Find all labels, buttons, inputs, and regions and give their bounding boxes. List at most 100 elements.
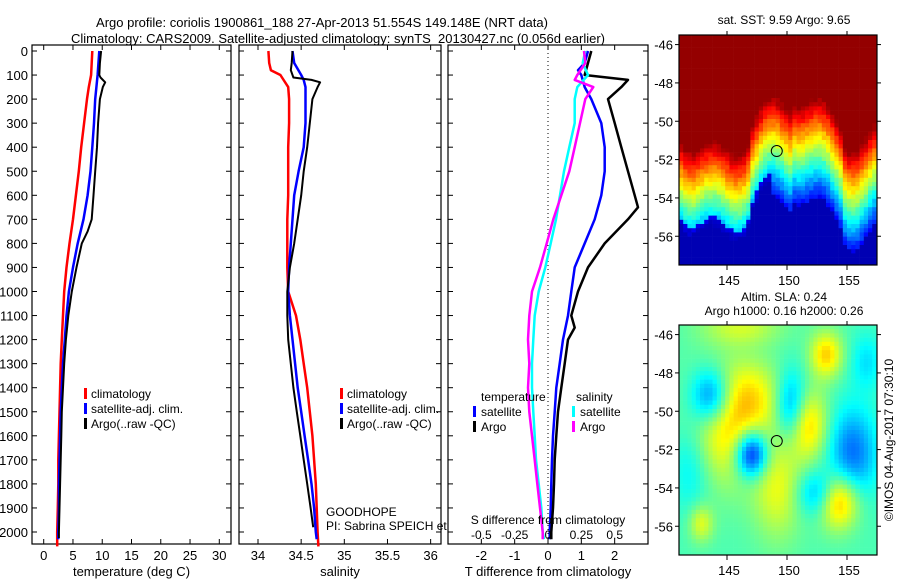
heatmap-cell <box>737 219 743 225</box>
heatmap-cell <box>725 135 730 141</box>
heatmap-cell <box>763 228 768 233</box>
legend-label: Argo(..raw -QC) <box>91 417 176 431</box>
heatmap-cell <box>800 93 806 99</box>
heatmap-cell <box>834 240 839 246</box>
heatmap-cell <box>767 169 772 174</box>
s-diff-tick-label: 0.5 <box>606 528 623 542</box>
heatmap-cell <box>712 417 718 422</box>
heatmap-cell <box>796 60 802 65</box>
heatmap-cell <box>746 480 751 485</box>
heatmap-cell <box>855 446 860 452</box>
heatmap-cell <box>796 228 802 233</box>
heatmap-cell <box>792 438 797 443</box>
heatmap-cell <box>771 257 776 263</box>
heatmap-cell <box>716 135 722 141</box>
heatmap-cell <box>729 127 734 132</box>
heatmap-cell <box>763 51 768 57</box>
heatmap-cell <box>691 354 697 359</box>
heatmap-cell <box>859 81 865 86</box>
heatmap-cell <box>813 190 818 195</box>
heatmap-cell <box>813 476 818 481</box>
heatmap-cell <box>847 451 852 456</box>
legend-label: satellite-adj. clim. <box>91 402 183 416</box>
heatmap-cell <box>754 219 760 225</box>
heatmap-cell <box>784 240 789 246</box>
heatmap-cell <box>716 455 722 460</box>
heatmap-cell <box>868 182 873 187</box>
heatmap-cell <box>683 219 688 225</box>
heatmap-cell <box>830 140 835 145</box>
heatmap-cell <box>784 409 789 414</box>
heatmap-cell <box>737 388 743 393</box>
heatmap-cell <box>750 114 755 120</box>
heatmap-cell <box>725 459 730 464</box>
heatmap-cell <box>763 438 768 443</box>
heatmap-cell <box>809 337 814 343</box>
heatmap-cell <box>742 329 747 334</box>
heatmap-cell <box>796 446 802 452</box>
heatmap-cell <box>792 228 797 233</box>
heatmap-cell <box>834 110 839 116</box>
heatmap-cell <box>834 203 839 208</box>
heatmap-cell <box>855 173 860 179</box>
heatmap-cell <box>725 177 730 183</box>
legend-label: climatology <box>91 387 151 401</box>
heatmap-cell <box>775 463 781 469</box>
heatmap-cell <box>817 219 823 225</box>
heatmap-cell <box>855 325 860 330</box>
heatmap-cell <box>834 325 839 330</box>
heatmap-cell <box>767 228 772 233</box>
heatmap-cell <box>788 232 793 237</box>
heatmap-cell <box>859 156 865 162</box>
heatmap-cell <box>821 362 827 368</box>
heatmap-cell <box>821 488 827 494</box>
heatmap-cell <box>695 472 701 477</box>
heatmap-cell <box>817 404 823 410</box>
heatmap-cell <box>863 72 869 78</box>
heatmap-cell <box>683 186 688 191</box>
heatmap-cell <box>746 123 751 128</box>
heatmap-cell <box>758 77 764 82</box>
heatmap-cell <box>796 451 802 456</box>
heatmap-cell <box>834 253 839 258</box>
heatmap-cell <box>817 497 823 502</box>
heatmap-cell <box>742 102 747 107</box>
heatmap-cell <box>809 413 814 418</box>
heatmap-cell <box>842 123 848 128</box>
heatmap-cell <box>771 438 776 443</box>
heatmap-cell <box>695 81 701 86</box>
heatmap-cell <box>750 493 755 498</box>
heatmap-cell <box>826 161 831 166</box>
heatmap-cell <box>737 346 743 351</box>
heatmap-cell <box>788 354 793 359</box>
heatmap-cell <box>763 337 768 343</box>
heatmap-cell <box>704 325 709 330</box>
heatmap-cell <box>830 51 835 57</box>
heatmap-cell <box>679 106 684 111</box>
heatmap-cell <box>687 207 692 212</box>
heatmap-cell <box>788 333 793 338</box>
heatmap-cell <box>788 257 793 263</box>
heatmap-cell <box>847 35 852 40</box>
heatmap-cell <box>813 43 818 48</box>
heatmap-cell <box>725 442 730 448</box>
heatmap-cell <box>855 119 860 124</box>
heatmap-cell <box>750 219 755 225</box>
heatmap-cell <box>779 98 785 103</box>
heatmap-cell <box>729 333 734 338</box>
heatmap-cell <box>733 135 739 141</box>
heatmap-cell <box>784 392 789 397</box>
heatmap-cell <box>813 81 818 86</box>
heatmap-cell <box>851 152 856 158</box>
heatmap-cell <box>826 232 831 237</box>
heatmap-cell <box>855 93 860 99</box>
heatmap-cell <box>779 442 785 448</box>
heatmap-cell <box>775 425 781 431</box>
heatmap-cell <box>758 455 764 460</box>
heatmap-cell <box>695 207 701 212</box>
heatmap-cell <box>842 219 848 225</box>
heatmap-cell <box>712 446 718 452</box>
heatmap-cell <box>826 152 831 158</box>
heatmap-cell <box>742 207 747 212</box>
heatmap-cell <box>863 207 869 212</box>
